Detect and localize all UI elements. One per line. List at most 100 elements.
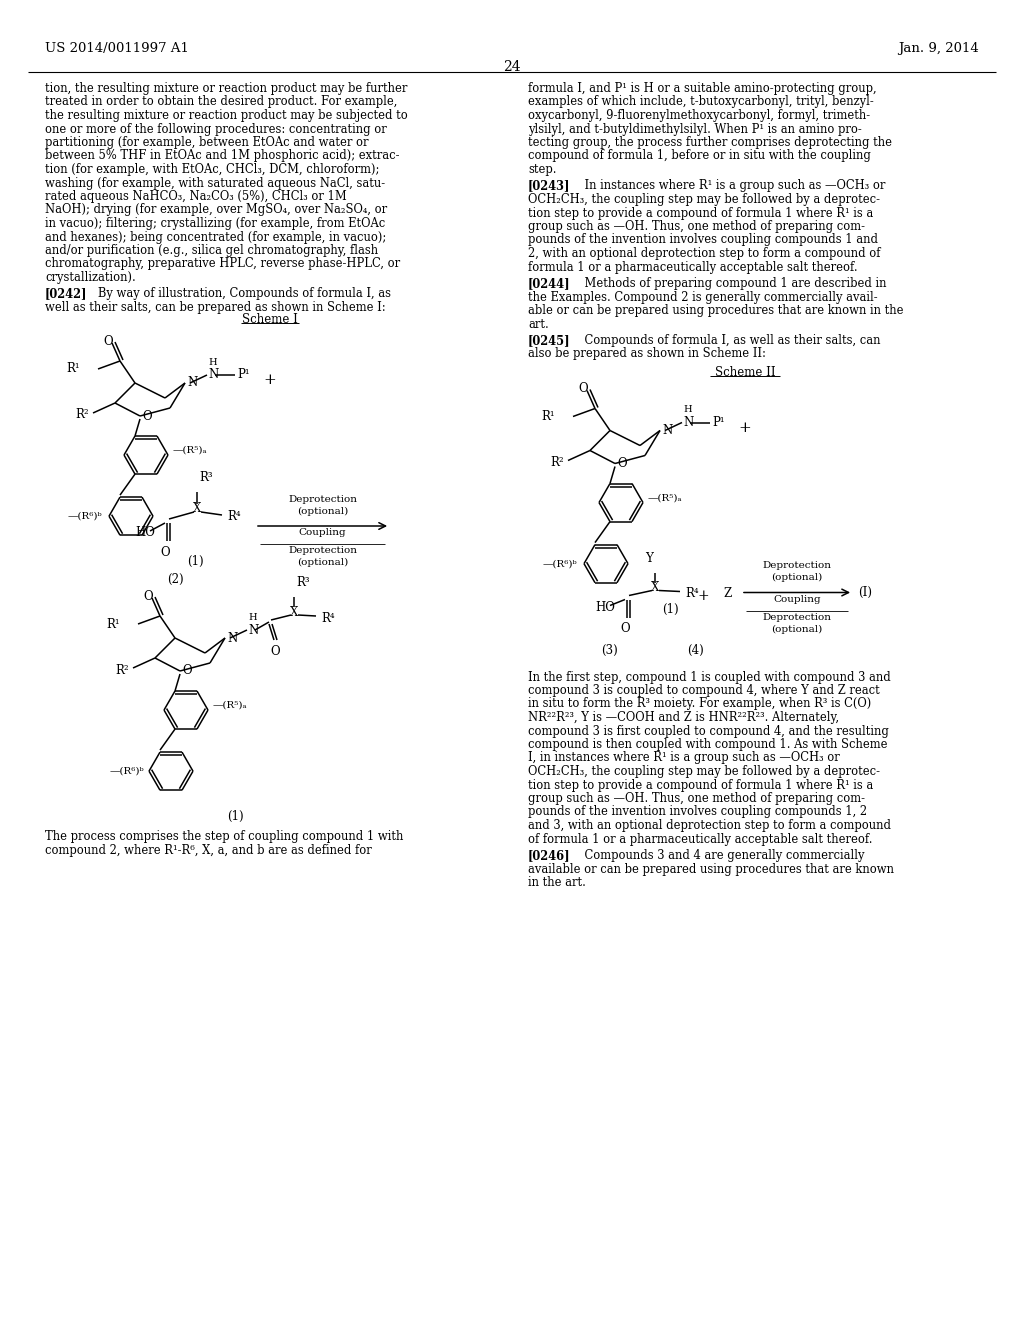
Text: in vacuo); filtering; crystallizing (for example, from EtOAc: in vacuo); filtering; crystallizing (for… <box>45 216 385 230</box>
Text: tion step to provide a compound of formula 1 where R¹ is a: tion step to provide a compound of formu… <box>528 206 873 219</box>
Text: rated aqueous NaHCO₃, Na₂CO₃ (5%), CHCl₃ or 1M: rated aqueous NaHCO₃, Na₂CO₃ (5%), CHCl₃… <box>45 190 347 203</box>
Text: —(R⁶)ᵇ: —(R⁶)ᵇ <box>110 767 144 776</box>
Text: group such as —OH. Thus, one method of preparing com-: group such as —OH. Thus, one method of p… <box>528 220 865 234</box>
Text: (2): (2) <box>167 573 183 586</box>
Text: compound 2, where R¹-R⁶, X, a, and b are as defined for: compound 2, where R¹-R⁶, X, a, and b are… <box>45 843 372 857</box>
Text: O: O <box>621 623 630 635</box>
Text: art.: art. <box>528 318 549 330</box>
Text: (optional): (optional) <box>771 573 822 582</box>
Text: —(R⁶)ᵇ: —(R⁶)ᵇ <box>68 512 102 520</box>
Text: and 3, with an optional deprotection step to form a compound: and 3, with an optional deprotection ste… <box>528 818 891 832</box>
Text: (1): (1) <box>662 603 678 615</box>
Text: [0244]: [0244] <box>528 277 570 290</box>
Text: (1): (1) <box>186 556 204 568</box>
Text: In the first step, compound 1 is coupled with compound 3 and: In the first step, compound 1 is coupled… <box>528 671 891 684</box>
Text: able or can be prepared using procedures that are known in the: able or can be prepared using procedures… <box>528 304 903 317</box>
Text: compound is then coupled with compound 1. As with Scheme: compound is then coupled with compound 1… <box>528 738 888 751</box>
Text: group such as —OH. Thus, one method of preparing com-: group such as —OH. Thus, one method of p… <box>528 792 865 805</box>
Text: H: H <box>683 405 691 414</box>
Text: pounds of the invention involves coupling compounds 1 and: pounds of the invention involves couplin… <box>528 234 878 247</box>
Text: H: H <box>248 612 257 622</box>
Text: crystallization).: crystallization). <box>45 271 136 284</box>
Text: compound of formula 1, before or in situ with the coupling: compound of formula 1, before or in situ… <box>528 149 870 162</box>
Text: formula 1 or a pharmaceutically acceptable salt thereof.: formula 1 or a pharmaceutically acceptab… <box>528 260 858 273</box>
Text: Methods of preparing compound 1 are described in: Methods of preparing compound 1 are desc… <box>570 277 887 290</box>
Text: R³: R³ <box>199 471 213 484</box>
Text: chromatography, preparative HPLC, reverse phase-HPLC, or: chromatography, preparative HPLC, revers… <box>45 257 400 271</box>
Text: [0245]: [0245] <box>528 334 570 347</box>
Text: (optional): (optional) <box>297 507 348 516</box>
Text: Deprotection: Deprotection <box>763 561 831 570</box>
Text: —(R⁵)ₐ: —(R⁵)ₐ <box>213 701 248 710</box>
Text: the Examples. Compound 2 is generally commercially avail-: the Examples. Compound 2 is generally co… <box>528 290 878 304</box>
Text: O: O <box>142 409 152 422</box>
Text: In instances where R¹ is a group such as —OCH₃ or: In instances where R¹ is a group such as… <box>570 180 886 193</box>
Text: —(R⁵)ₐ: —(R⁵)ₐ <box>173 446 208 454</box>
Text: O: O <box>143 590 153 603</box>
Text: (optional): (optional) <box>771 624 822 634</box>
Text: [0246]: [0246] <box>528 849 570 862</box>
Text: [0243]: [0243] <box>528 180 570 193</box>
Text: —(R⁶)ᵇ: —(R⁶)ᵇ <box>543 560 577 568</box>
Text: Jan. 9, 2014: Jan. 9, 2014 <box>898 42 979 55</box>
Text: Scheme I: Scheme I <box>242 313 298 326</box>
Text: Deprotection: Deprotection <box>288 495 357 504</box>
Text: in the art.: in the art. <box>528 876 586 888</box>
Text: OCH₂CH₃, the coupling step may be followed by a deprotec-: OCH₂CH₃, the coupling step may be follow… <box>528 193 880 206</box>
Text: tion (for example, with EtOAc, CHCl₃, DCM, chloroform);: tion (for example, with EtOAc, CHCl₃, DC… <box>45 162 379 176</box>
Text: OCH₂CH₃, the coupling step may be followed by a deprotec-: OCH₂CH₃, the coupling step may be follow… <box>528 766 880 777</box>
Text: P¹: P¹ <box>237 368 250 381</box>
Text: Y: Y <box>645 552 653 565</box>
Text: HO: HO <box>135 527 155 540</box>
Text: well as their salts, can be prepared as shown in Scheme I:: well as their salts, can be prepared as … <box>45 301 386 314</box>
Text: 2, with an optional deprotection step to form a compound of: 2, with an optional deprotection step to… <box>528 247 881 260</box>
Text: R⁴: R⁴ <box>227 511 241 524</box>
Text: between 5% THF in EtOAc and 1M phosphoric acid); extrac-: between 5% THF in EtOAc and 1M phosphori… <box>45 149 399 162</box>
Text: (4): (4) <box>687 644 703 656</box>
Text: N: N <box>227 631 238 644</box>
Text: (1): (1) <box>226 810 244 824</box>
Text: oxycarbonyl, 9-fluorenylmethoxycarbonyl, formyl, trimeth-: oxycarbonyl, 9-fluorenylmethoxycarbonyl,… <box>528 110 870 121</box>
Text: Z: Z <box>723 587 731 601</box>
Text: step.: step. <box>528 162 556 176</box>
Text: +: + <box>738 421 752 434</box>
Text: Compounds 3 and 4 are generally commercially: Compounds 3 and 4 are generally commerci… <box>570 849 864 862</box>
Text: and hexanes); being concentrated (for example, in vacuo);: and hexanes); being concentrated (for ex… <box>45 231 386 243</box>
Text: formula I, and P¹ is H or a suitable amino-protecting group,: formula I, and P¹ is H or a suitable ami… <box>528 82 877 95</box>
Text: N: N <box>662 424 672 437</box>
Text: tion, the resulting mixture or reaction product may be further: tion, the resulting mixture or reaction … <box>45 82 408 95</box>
Text: compound 3 is coupled to compound 4, where Y and Z react: compound 3 is coupled to compound 4, whe… <box>528 684 880 697</box>
Text: O: O <box>103 335 113 348</box>
Text: X: X <box>193 503 201 516</box>
Text: (3): (3) <box>602 644 618 656</box>
Text: R⁴: R⁴ <box>321 611 335 624</box>
Text: N: N <box>683 416 693 429</box>
Text: 24: 24 <box>503 59 521 74</box>
Text: one or more of the following procedures: concentrating or: one or more of the following procedures:… <box>45 123 387 136</box>
Text: pounds of the invention involves coupling compounds 1, 2: pounds of the invention involves couplin… <box>528 805 867 818</box>
Text: and/or purification (e.g., silica gel chromatography, flash: and/or purification (e.g., silica gel ch… <box>45 244 378 257</box>
Text: Scheme II: Scheme II <box>715 366 775 379</box>
Text: R²: R² <box>76 408 89 421</box>
Text: I, in instances where R¹ is a group such as —OCH₃ or: I, in instances where R¹ is a group such… <box>528 751 840 764</box>
Text: tion step to provide a compound of formula 1 where R¹ is a: tion step to provide a compound of formu… <box>528 779 873 792</box>
Text: P¹: P¹ <box>712 416 725 429</box>
Text: R²: R² <box>116 664 129 676</box>
Text: (I): (I) <box>858 586 872 599</box>
Text: ylsilyl, and t-butyldimethylsilyl. When P¹ is an amino pro-: ylsilyl, and t-butyldimethylsilyl. When … <box>528 123 862 136</box>
Text: R¹: R¹ <box>106 618 120 631</box>
Text: R³: R³ <box>296 576 309 589</box>
Text: available or can be prepared using procedures that are known: available or can be prepared using proce… <box>528 862 894 875</box>
Text: partitioning (for example, between EtOAc and water or: partitioning (for example, between EtOAc… <box>45 136 369 149</box>
Text: NR²²R²³, Y is —COOH and Z is HNR²²R²³. Alternately,: NR²²R²³, Y is —COOH and Z is HNR²²R²³. A… <box>528 711 839 723</box>
Text: compound 3 is first coupled to compound 4, and the resulting: compound 3 is first coupled to compound … <box>528 725 889 738</box>
Text: Coupling: Coupling <box>299 528 346 537</box>
Text: (optional): (optional) <box>297 558 348 568</box>
Text: Coupling: Coupling <box>773 594 821 603</box>
Text: O: O <box>270 645 280 657</box>
Text: N: N <box>208 368 218 381</box>
Text: treated in order to obtain the desired product. For example,: treated in order to obtain the desired p… <box>45 95 397 108</box>
Text: X: X <box>651 581 659 594</box>
Text: —(R⁵)ₐ: —(R⁵)ₐ <box>648 494 683 502</box>
Text: O: O <box>579 383 588 396</box>
